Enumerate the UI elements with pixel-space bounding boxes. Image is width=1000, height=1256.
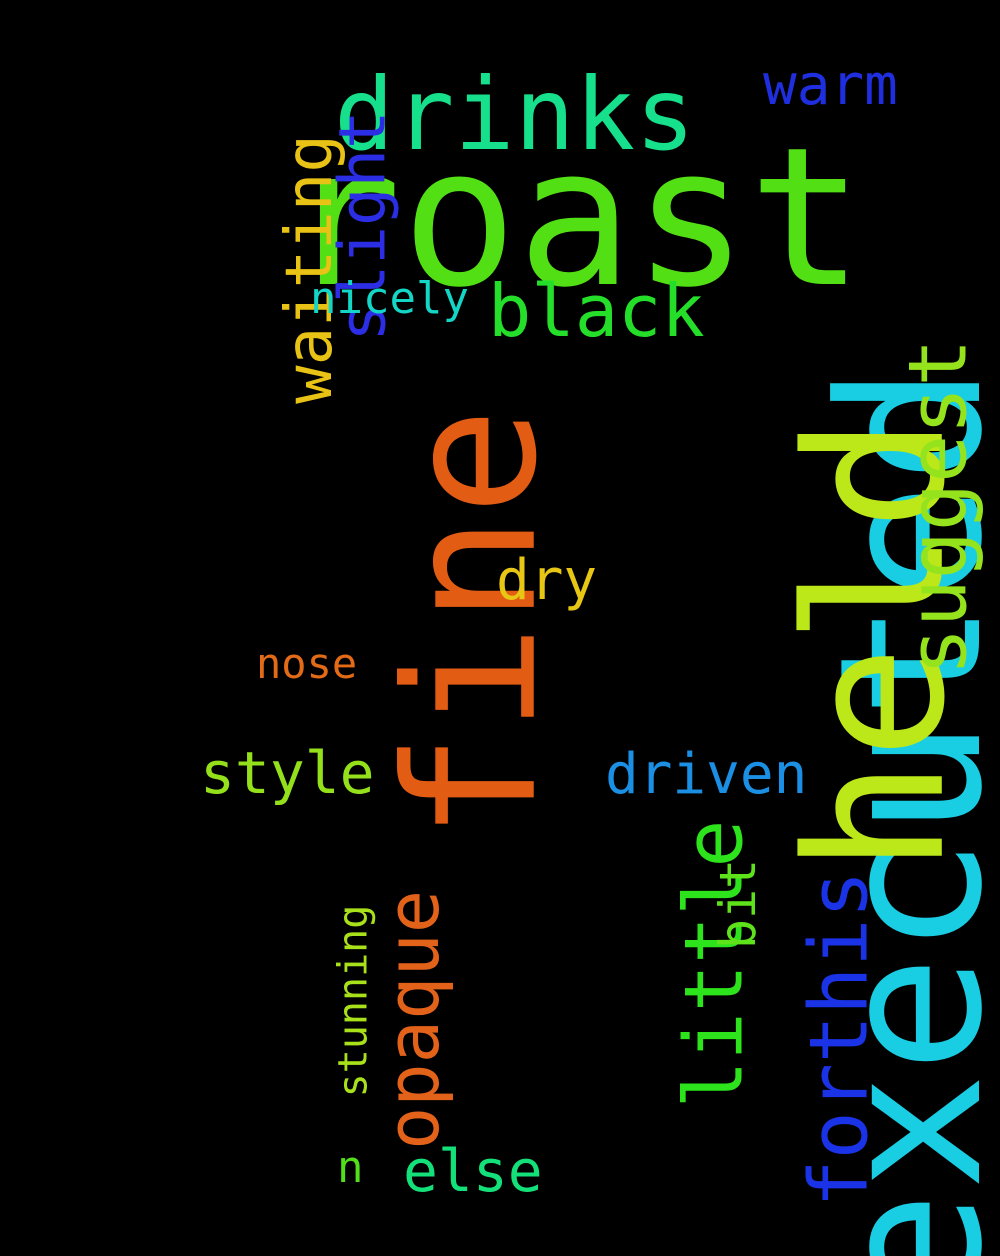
word-fine: fine xyxy=(367,407,577,841)
word-bit: bit xyxy=(709,858,768,950)
word-drinks: drinks xyxy=(334,56,696,173)
word-style: style xyxy=(200,739,375,807)
word-n: n xyxy=(337,1142,364,1193)
word-driven: driven xyxy=(605,742,808,807)
word-roast: roast xyxy=(286,107,864,330)
word-opaque: opaque xyxy=(371,889,456,1151)
word-forthis: forthis xyxy=(792,870,886,1208)
word-stunning: stunning xyxy=(330,904,377,1098)
word-nose: nose xyxy=(256,639,358,688)
word-warm: warm xyxy=(763,53,898,118)
word-black: black xyxy=(488,269,705,353)
word-suggest: suggest xyxy=(891,338,985,676)
word-else: else xyxy=(403,1137,543,1205)
word-dry: dry xyxy=(496,548,598,613)
word-nicely: nicely xyxy=(310,273,469,324)
